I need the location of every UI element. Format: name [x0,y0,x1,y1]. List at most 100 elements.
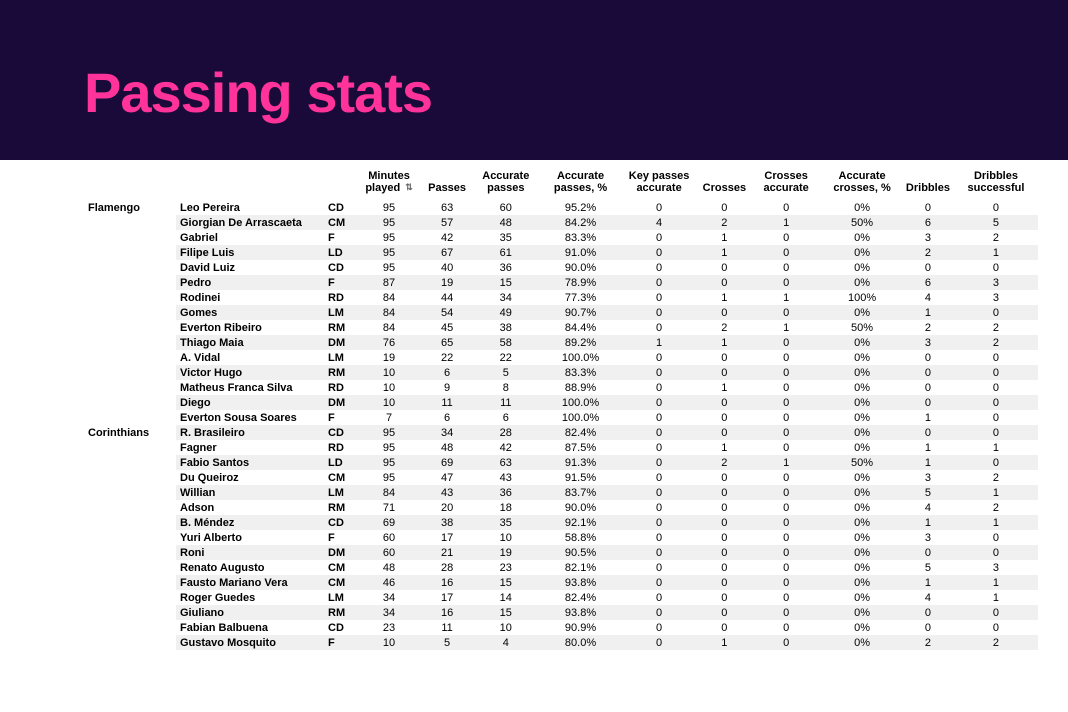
stat-cell: 3 [902,335,954,350]
player-cell: Roger Guedes [176,590,324,605]
stat-cell: 6 [424,365,470,380]
stat-cell: 0 [954,530,1038,545]
stat-cell: 0 [699,560,750,575]
stat-cell: 36 [470,260,542,275]
column-header[interactable]: Accurate passes [470,168,542,200]
team-cell [84,350,176,365]
team-cell [84,305,176,320]
stat-cell: 19 [424,275,470,290]
column-header[interactable]: Key passes accurate [620,168,699,200]
stat-cell: 44 [424,290,470,305]
stat-cell: 61 [470,245,542,260]
stat-cell: 87 [354,275,424,290]
stat-cell: 11 [424,620,470,635]
player-cell: Thiago Maia [176,335,324,350]
stat-cell: 1 [699,230,750,245]
position-cell: CD [324,425,354,440]
stat-cell: 65 [424,335,470,350]
column-header[interactable]: Crosses [699,168,750,200]
stat-cell: 60 [354,545,424,560]
table-row: AdsonRM71201890.0%0000%42 [84,500,1038,515]
stat-cell: 0% [822,365,902,380]
stat-cell: 2 [902,245,954,260]
stat-cell: 0 [902,380,954,395]
stat-cell: 2 [954,635,1038,650]
column-header[interactable]: Accurate crosses, % [822,168,902,200]
player-cell: Fabio Santos [176,455,324,470]
stat-cell: 0 [620,320,699,335]
table-row: Renato AugustoCM48282382.1%0000%53 [84,560,1038,575]
stat-cell: 82.1% [542,560,620,575]
position-cell: CD [324,620,354,635]
team-cell [84,320,176,335]
column-header[interactable]: Minutes played ⇅ [354,168,424,200]
stat-cell: 0% [822,500,902,515]
stat-cell: 0% [822,515,902,530]
column-header[interactable]: Dribbles successful [954,168,1038,200]
table-row: Du QueirozCM95474391.5%0000%32 [84,470,1038,485]
position-cell: RM [324,605,354,620]
column-header[interactable]: Dribbles [902,168,954,200]
stat-cell: 69 [354,515,424,530]
stat-cell: 0 [954,455,1038,470]
stat-cell: 8 [470,380,542,395]
stat-cell: 95 [354,470,424,485]
stat-cell: 0 [750,545,822,560]
stat-cell: 0 [620,500,699,515]
stat-cell: 0% [822,410,902,425]
column-header[interactable]: Crosses accurate [750,168,822,200]
stat-cell: 0 [699,605,750,620]
stat-cell: 3 [902,470,954,485]
player-cell: Diego [176,395,324,410]
stat-cell: 0 [954,200,1038,215]
stat-cell: 0% [822,245,902,260]
position-cell: DM [324,395,354,410]
stat-cell: 0 [902,260,954,275]
stat-cell: 0 [620,290,699,305]
player-cell: Gabriel [176,230,324,245]
stat-cell: 58 [470,335,542,350]
stat-cell: 63 [470,455,542,470]
table-row: Victor HugoRM106583.3%0000%00 [84,365,1038,380]
stat-cell: 1 [750,215,822,230]
stat-cell: 5 [902,485,954,500]
stat-cell: 90.0% [542,260,620,275]
stat-cell: 0 [620,350,699,365]
position-cell: RM [324,320,354,335]
stat-cell: 88.9% [542,380,620,395]
stat-cell: 0 [620,200,699,215]
team-cell [84,500,176,515]
stat-cell: 5 [902,560,954,575]
column-header[interactable]: Accurate passes, % [542,168,620,200]
stat-cell: 1 [699,440,750,455]
stat-cell: 1 [902,575,954,590]
stat-cell: 1 [750,320,822,335]
stat-cell: 0 [699,470,750,485]
stat-cell: 0 [620,380,699,395]
table-row: Matheus Franca SilvaRD109888.9%0100%00 [84,380,1038,395]
position-cell: LD [324,245,354,260]
team-cell [84,470,176,485]
stat-cell: 35 [470,230,542,245]
player-cell: Renato Augusto [176,560,324,575]
stat-cell: 82.4% [542,425,620,440]
stat-cell: 0% [822,440,902,455]
stat-cell: 4 [470,635,542,650]
player-cell: Gomes [176,305,324,320]
position-cell: F [324,635,354,650]
stat-cell: 42 [470,440,542,455]
stat-cell: 0 [699,530,750,545]
stat-cell: 0 [699,275,750,290]
stat-cell: 0% [822,350,902,365]
column-header[interactable]: Passes [424,168,470,200]
stat-cell: 2 [954,335,1038,350]
stat-cell: 4 [902,590,954,605]
stat-cell: 0 [902,425,954,440]
stat-cell: 0 [620,425,699,440]
stat-cell: 0 [902,365,954,380]
team-cell: Corinthians [84,425,176,440]
stat-cell: 0% [822,530,902,545]
stats-table: Minutes played ⇅PassesAccurate passesAcc… [84,168,1038,650]
stat-cell: 1 [954,485,1038,500]
stat-cell: 0 [620,260,699,275]
